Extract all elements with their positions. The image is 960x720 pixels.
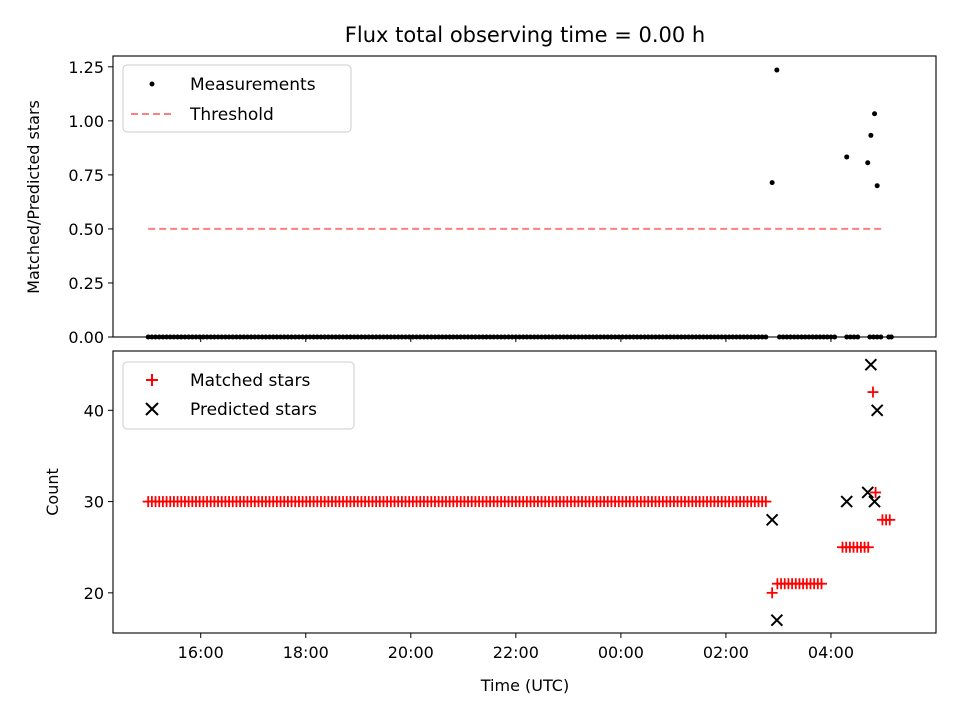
matched-point (884, 514, 896, 526)
measurement-point (868, 132, 874, 138)
x-tick-label: 00:00 (598, 643, 644, 662)
top-y-tick-label: 0.50 (68, 220, 104, 239)
measurement-point (844, 154, 850, 160)
top-axes-frame (112, 55, 937, 338)
bottom-data-layer (142, 358, 896, 627)
bottom-y-tick-label: 20 (84, 584, 104, 603)
legend-predicted-label: Predicted stars (190, 400, 317, 420)
bottom-panel: 20 30 40 16:00 18:00 20:00 22:00 00:00 02:00 04:… (43, 350, 937, 695)
chart-title: Flux total observing time = 0.00 h (345, 23, 705, 47)
predicted-point (840, 495, 853, 508)
legend-predicted-marker (145, 402, 159, 416)
predicted-point (870, 404, 884, 417)
x-tick-label: 22:00 (493, 643, 539, 662)
top-x-ticks (200, 337, 832, 342)
measurement-point (865, 160, 871, 166)
top-y-tick-label: 0.25 (68, 274, 104, 293)
top-legend-box (122, 64, 352, 133)
x-tick-label: 18:00 (283, 643, 329, 662)
top-legend: Measurements Threshold (122, 64, 352, 133)
legend-threshold-label: Threshold (189, 105, 274, 125)
bottom-y-tick-label: 30 (84, 493, 104, 512)
top-y-tick-label: 0.00 (68, 328, 104, 347)
bottom-legend: Matched stars Predicted stars (122, 361, 355, 430)
x-tick-label: 20:00 (388, 643, 434, 662)
legend-matched-label: Matched stars (190, 371, 310, 391)
matched-point (870, 486, 882, 498)
bottom-y-tick-label: 40 (84, 401, 104, 420)
measurement-point (874, 183, 880, 189)
matched-point (766, 587, 778, 599)
legend-measurements-marker (149, 81, 155, 87)
top-y-axis-label: Matched/Predicted stars (24, 100, 43, 294)
predicted-point (765, 513, 779, 527)
legend-measurements-label: Measurements (190, 75, 316, 95)
matched-point (862, 541, 874, 553)
predicted-point (861, 486, 874, 499)
matched-point (816, 578, 828, 590)
bottom-axes-frame (112, 350, 937, 634)
x-tick-label: 16:00 (178, 643, 224, 662)
x-axis-label: Time (UTC) (480, 676, 569, 695)
measurement-point (872, 111, 878, 117)
predicted-point (770, 614, 784, 627)
top-y-tick-label: 1.00 (68, 112, 104, 131)
bottom-y-axis-label: Count (43, 468, 62, 516)
legend-matched-marker (146, 374, 158, 386)
matched-point (760, 496, 772, 508)
measurement-point (769, 180, 775, 186)
x-tick-label: 04:00 (808, 643, 854, 662)
measurement-point (774, 67, 780, 73)
matched-point (867, 386, 879, 398)
bottom-y-axis: 20 30 40 (84, 401, 113, 603)
top-y-tick-label: 0.75 (68, 166, 104, 185)
x-tick-label: 02:00 (703, 643, 749, 662)
top-y-axis: 0.00 0.25 0.50 0.75 1.00 1.25 (68, 58, 113, 347)
top-y-tick-label: 1.25 (68, 58, 104, 77)
predicted-point (864, 358, 878, 371)
predicted-point (868, 495, 881, 508)
bottom-x-axis: 16:00 18:00 20:00 22:00 00:00 02:00 04:00 (178, 633, 854, 662)
top-panel: 0.00 0.25 0.50 0.75 1.00 1.25 Matched/Predict… (24, 55, 937, 347)
bottom-legend-box (122, 361, 355, 430)
